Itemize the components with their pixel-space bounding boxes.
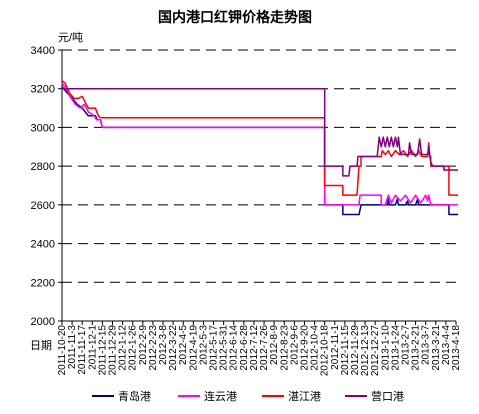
x-tick-label: 2013-3-7 <box>421 325 432 365</box>
x-tick-label: 2012-6-28 <box>239 325 250 371</box>
x-tick-label: 2012-10-18 <box>320 325 331 377</box>
y-tick-label: 3200 <box>31 84 55 96</box>
x-tick-label: 2011-12-15 <box>97 325 108 376</box>
y-tick-label: 2600 <box>31 200 55 212</box>
x-tick-label: 2012-3-8 <box>158 325 169 365</box>
x-tick-label: 2012-12-27 <box>370 325 381 377</box>
x-tick-label: 2013-2-21 <box>411 325 422 371</box>
x-tick-label: 2012-7-26 <box>259 325 270 371</box>
x-tick-label: 2012-4-19 <box>188 325 199 371</box>
y-tick-label: 2400 <box>31 239 55 251</box>
x-tick-label: 2012-10-4 <box>310 325 321 371</box>
x-tick-label: 2012-11-15 <box>340 325 351 376</box>
series-lines <box>61 80 459 216</box>
y-axis-unit-label: 元/吨 <box>58 31 83 44</box>
x-tick-label: 2012-2-9 <box>138 325 149 365</box>
legend-label: 湛江港 <box>288 390 321 403</box>
x-tick-label: 2013-2-7 <box>400 325 411 365</box>
y-tick-label: 2000 <box>31 316 55 328</box>
x-tick-label: 2013-1-24 <box>390 325 401 371</box>
legend-label: 连云港 <box>204 390 237 403</box>
legend-label: 营口港 <box>371 389 404 403</box>
x-tick-label: 2011-10-20 <box>57 325 68 376</box>
series-line <box>62 87 459 177</box>
x-tick-label: 2012-5-17 <box>209 325 220 371</box>
x-tick-label: 2012-3-22 <box>168 325 179 371</box>
x-axis-label: 日期 <box>30 339 52 352</box>
x-tick-label: 2012-8-9 <box>269 325 280 365</box>
x-tick-label: 2012-1-12 <box>118 325 129 371</box>
x-tick-label: 2012-12-13 <box>360 325 371 377</box>
x-tick-label: 2013-3-21 <box>431 325 442 371</box>
x-tick-label: 2012-5-3 <box>198 325 209 365</box>
y-tick-label: 2800 <box>31 161 55 173</box>
x-tick-label: 2012-11-1 <box>330 325 341 370</box>
x-tick-label: 2012-5-31 <box>219 325 230 371</box>
x-tick-labels: 2011-10-20 2011-11-3 2011-11-17 2011-12-1 20… <box>57 325 462 377</box>
x-tick-label: 2013-4-4 <box>441 325 452 365</box>
x-tick-label: 2011-12-1 <box>87 325 98 370</box>
x-tick-label: 2011-11-3 <box>67 325 78 370</box>
y-tick-label: 2200 <box>31 277 55 289</box>
x-tick-label: 2012-9-6 <box>289 325 300 365</box>
axes <box>58 49 457 325</box>
y-tick-label: 3000 <box>31 122 55 134</box>
x-tick-label: 2012-1-26 <box>128 325 139 371</box>
series-line <box>61 86 459 216</box>
y-tick-labels: 2000 2200 2400 2600 2800 3000 3200 3400 <box>31 45 55 328</box>
x-tick-label: 2013-4-18 <box>451 325 462 371</box>
x-tick-label: 2012-9-20 <box>299 325 310 371</box>
x-tick-label: 2013-1-10 <box>380 325 391 371</box>
x-tick-label: 2011-12-29 <box>108 325 119 376</box>
gridlines <box>62 49 456 283</box>
x-tick-label: 2012-4-5 <box>178 325 189 365</box>
x-tick-label: 2011-11-17 <box>77 325 88 375</box>
x-tick-label: 2012-8-23 <box>279 325 290 371</box>
legend: 青岛港 连云港 湛江港 营口港 <box>92 389 404 403</box>
x-tick-label: 2012-2-23 <box>148 325 159 371</box>
y-tick-label: 3400 <box>31 45 55 57</box>
legend-label: 青岛港 <box>118 389 151 403</box>
x-tick-label: 2012-11-29 <box>350 325 361 376</box>
x-tick-label: 2012-7-12 <box>249 325 260 371</box>
series-line <box>61 82 459 206</box>
chart-title: 国内港口红钾价格走势图 <box>158 9 312 25</box>
x-tick-label: 2012-6-14 <box>229 325 240 371</box>
